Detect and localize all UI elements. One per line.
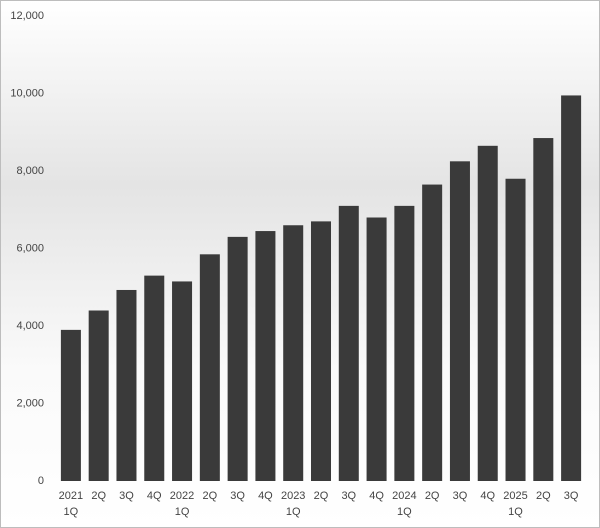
bar — [283, 225, 304, 481]
bar — [422, 184, 443, 481]
bar — [338, 205, 359, 481]
x-tick-label: 1Q — [64, 506, 79, 518]
x-tick-label: 1Q — [286, 506, 301, 518]
bar — [561, 95, 582, 481]
x-tick-label: 2023 — [281, 490, 305, 502]
x-tick-label: 3Q — [230, 490, 245, 502]
bar — [255, 231, 276, 481]
x-tick-label: 2Q — [425, 490, 440, 502]
x-tick-label: 2Q — [536, 490, 551, 502]
x-tick-label: 3Q — [564, 490, 579, 502]
x-tick-label: 2025 — [503, 490, 527, 502]
bar — [88, 310, 109, 481]
x-tick-label: 3Q — [341, 490, 356, 502]
y-tick-label: 4,000 — [16, 320, 44, 332]
y-tick-label: 2,000 — [16, 397, 44, 409]
y-tick-label: 6,000 — [16, 242, 44, 254]
x-tick-label: 3Q — [119, 490, 134, 502]
x-tick-label: 1Q — [397, 506, 412, 518]
x-tick-label: 1Q — [508, 506, 523, 518]
x-tick-label: 2Q — [91, 490, 106, 502]
bar — [144, 275, 165, 481]
bar — [505, 178, 526, 481]
x-tick-label: 4Q — [480, 490, 495, 502]
x-tick-label: 3Q — [453, 490, 468, 502]
bar — [533, 138, 554, 481]
bar — [199, 254, 220, 481]
y-tick-label: 12,000 — [10, 10, 44, 22]
y-tick-label: 8,000 — [16, 165, 44, 177]
bar — [394, 205, 415, 481]
x-tick-label: 4Q — [258, 490, 273, 502]
x-tick-label: 1Q — [175, 506, 190, 518]
bar — [310, 221, 332, 481]
x-tick-label: 4Q — [369, 490, 384, 502]
x-tick-label: 2Q — [314, 490, 329, 502]
bar — [60, 329, 81, 481]
bar — [366, 217, 387, 481]
y-tick-label: 10,000 — [10, 87, 44, 99]
bar — [172, 281, 193, 481]
x-tick-label: 2024 — [392, 490, 416, 502]
x-tick-label: 4Q — [147, 490, 162, 502]
bar — [116, 289, 137, 481]
x-tick-label: 2021 — [59, 490, 83, 502]
x-tick-label: 2Q — [202, 490, 217, 502]
bar — [477, 145, 498, 481]
y-tick-label: 0 — [38, 475, 44, 487]
x-tick-label: 2022 — [170, 490, 194, 502]
bar — [227, 236, 248, 481]
bar — [449, 161, 470, 481]
